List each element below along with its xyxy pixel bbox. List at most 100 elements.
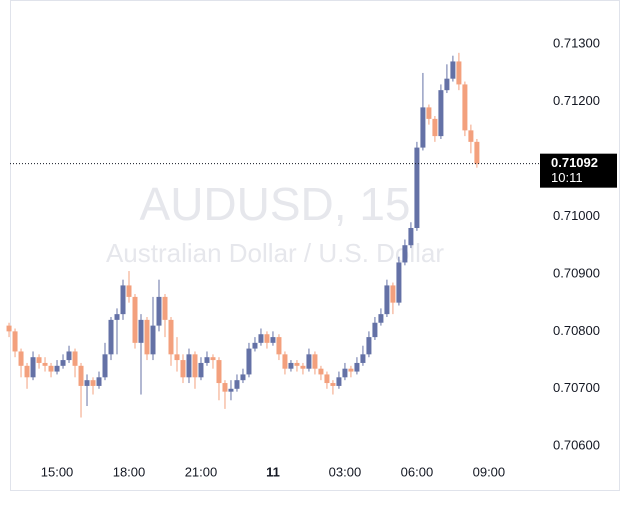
- last-price-box: [540, 153, 617, 188]
- candle-body: [330, 383, 336, 386]
- candle-body: [228, 388, 234, 392]
- candle-body: [312, 354, 318, 369]
- candle-body: [24, 365, 30, 378]
- candle-body: [462, 84, 468, 131]
- candle-body: [456, 61, 462, 85]
- candle-body: [366, 337, 372, 355]
- countdown-label: 10:11: [551, 170, 583, 185]
- candle-body: [204, 357, 210, 363]
- candle-body: [246, 348, 252, 375]
- candle-body: [222, 383, 228, 392]
- candle-body: [150, 325, 156, 355]
- candle-body: [96, 377, 102, 386]
- candle-body: [354, 362, 360, 372]
- candle-body: [108, 319, 114, 355]
- candle-body: [444, 78, 450, 91]
- candle-body: [42, 362, 48, 366]
- candle-body: [258, 334, 264, 343]
- y-tick-label: 0.70700: [553, 380, 600, 395]
- x-tick-label: 18:00: [113, 464, 146, 479]
- candle-body: [114, 314, 120, 320]
- candle-body: [252, 342, 258, 349]
- candle-body: [396, 262, 402, 303]
- candle-body: [372, 322, 378, 338]
- candle-body: [318, 368, 324, 375]
- candle-body: [186, 354, 192, 378]
- candle-body: [36, 357, 42, 363]
- candle-body: [192, 354, 198, 378]
- y-tick-label: 0.70900: [553, 265, 600, 280]
- candle-body: [264, 334, 270, 343]
- candle-body: [90, 380, 96, 386]
- candle-body: [408, 227, 414, 246]
- x-tick-label: 06:00: [401, 464, 434, 479]
- candle-body: [174, 354, 180, 361]
- candle-body: [234, 380, 240, 389]
- candle-body: [180, 360, 186, 378]
- candle-body: [30, 357, 36, 378]
- candle-body: [198, 362, 204, 378]
- candle-body: [60, 360, 66, 366]
- x-tick-label: 21:00: [185, 464, 218, 479]
- y-tick-label: 0.71000: [553, 208, 600, 223]
- candle-body: [6, 325, 12, 332]
- candle-body: [120, 285, 126, 315]
- candle-body: [240, 374, 246, 381]
- watermark-symbol: AUDUSD, 15: [140, 178, 411, 230]
- candle-body: [18, 351, 24, 366]
- x-tick-label: 09:00: [473, 464, 506, 479]
- y-tick-label: 0.71200: [553, 93, 600, 108]
- candle-body: [336, 377, 342, 386]
- candle-body: [342, 368, 348, 378]
- candle-body: [12, 331, 18, 352]
- candle-body: [378, 314, 384, 323]
- x-tick-label: 03:00: [329, 464, 362, 479]
- candle-body: [168, 319, 174, 355]
- x-tick-label: 15:00: [41, 464, 74, 479]
- candle-body: [138, 319, 144, 343]
- candle-body: [210, 357, 216, 361]
- candle-body: [432, 118, 438, 137]
- candle-body: [276, 337, 282, 355]
- candle-body: [144, 319, 150, 355]
- candle-body: [288, 362, 294, 369]
- candle-body: [450, 61, 456, 79]
- candle-body: [324, 374, 330, 384]
- candle-body: [420, 107, 426, 148]
- candle-body: [414, 147, 420, 228]
- candle-body: [300, 365, 306, 369]
- candle-body: [426, 107, 432, 119]
- candle-body: [390, 285, 396, 303]
- candle-body: [474, 141, 480, 164]
- last-price-label: 0.71092: [551, 155, 598, 170]
- candle-body: [54, 365, 60, 372]
- candle-body: [72, 351, 78, 366]
- y-tick-label: 0.70800: [553, 323, 600, 338]
- x-tick-label: 11: [266, 464, 280, 479]
- candle-body: [216, 360, 222, 384]
- candle-body: [48, 365, 54, 372]
- candle-body: [306, 354, 312, 369]
- y-tick-label: 0.71300: [553, 36, 600, 51]
- candle-body: [402, 245, 408, 263]
- candle-body: [468, 130, 474, 142]
- candle-body: [360, 354, 366, 363]
- candle-body: [78, 365, 84, 386]
- candle-body: [132, 296, 138, 343]
- candle-body: [384, 285, 390, 315]
- candle-body: [294, 362, 300, 366]
- candle-body: [66, 351, 72, 361]
- candle-body: [282, 354, 288, 369]
- candle-body: [348, 368, 354, 372]
- frame: [10, 0, 620, 491]
- candle-body: [102, 354, 108, 378]
- y-tick-label: 0.70600: [553, 438, 600, 453]
- candle-body: [162, 296, 168, 320]
- candle-body: [84, 380, 90, 386]
- candle-body: [156, 296, 162, 326]
- candle-body: [438, 90, 444, 137]
- candle-body: [126, 285, 132, 297]
- candle-body: [270, 337, 276, 343]
- watermark-name: Australian Dollar / U.S. Dollar: [106, 238, 444, 268]
